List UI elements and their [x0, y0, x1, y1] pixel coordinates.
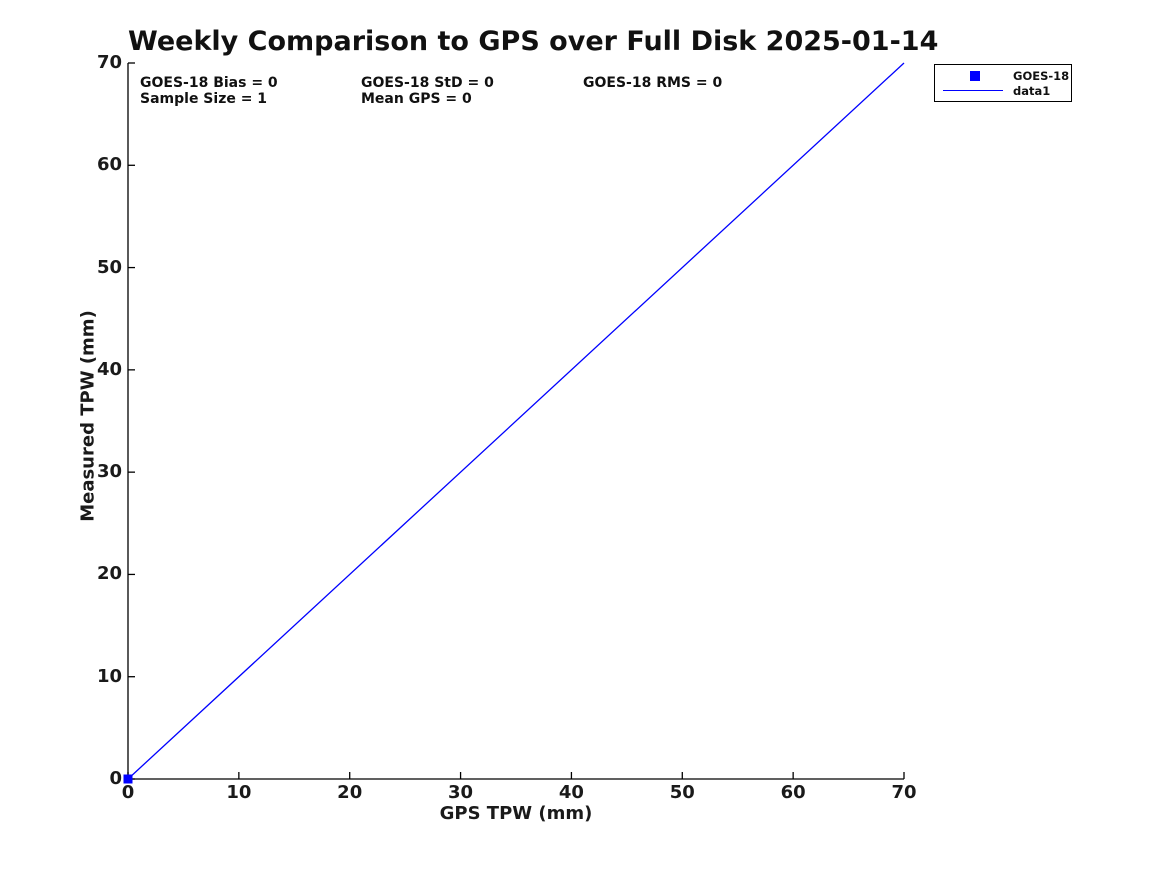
- x-tick-label: 40: [558, 782, 584, 803]
- stat-std: GOES-18 StD = 0: [361, 75, 494, 91]
- x-tick-label: 0: [121, 782, 135, 803]
- legend-square-marker-icon: [970, 70, 980, 81]
- y-tick-label: 20: [96, 563, 122, 585]
- x-tick-label: 70: [891, 782, 917, 803]
- chart-title: Weekly Comparison to GPS over Full Disk …: [128, 26, 939, 57]
- legend-entry-data1: data1: [935, 83, 1071, 98]
- x-tick-label: 10: [226, 782, 252, 803]
- stat-rms: GOES-18 RMS = 0: [583, 75, 723, 91]
- y-tick-label: 60: [96, 154, 122, 176]
- y-tick-label: 70: [96, 52, 122, 73]
- stat-mean-gps: Mean GPS = 0: [361, 91, 472, 107]
- y-tick-label: 10: [96, 665, 122, 687]
- x-tick-label: 20: [337, 782, 363, 803]
- legend-entry-goes18: GOES-18: [935, 68, 1071, 83]
- y-tick-label: 30: [96, 461, 122, 483]
- y-axis-label: Measured TPW (mm): [77, 310, 99, 522]
- x-tick-label: 60: [780, 782, 806, 803]
- x-tick-label: 30: [448, 782, 474, 803]
- legend-label-data1: data1: [1013, 83, 1051, 98]
- x-tick-label: 50: [669, 782, 695, 803]
- y-tick-label: 50: [96, 256, 122, 278]
- series-line-data1: [127, 62, 905, 780]
- stat-sample-size: Sample Size = 1: [140, 91, 268, 107]
- y-tick-label: 40: [96, 358, 122, 380]
- y-tick-label: 0: [109, 768, 122, 789]
- legend-label-goes18: GOES-18: [1013, 68, 1070, 83]
- x-axis-label: GPS TPW (mm): [439, 803, 593, 824]
- legend: GOES-18 data1: [934, 64, 1072, 102]
- legend-line-marker-icon: [943, 90, 1003, 91]
- stat-bias: GOES-18 Bias = 0: [140, 75, 278, 91]
